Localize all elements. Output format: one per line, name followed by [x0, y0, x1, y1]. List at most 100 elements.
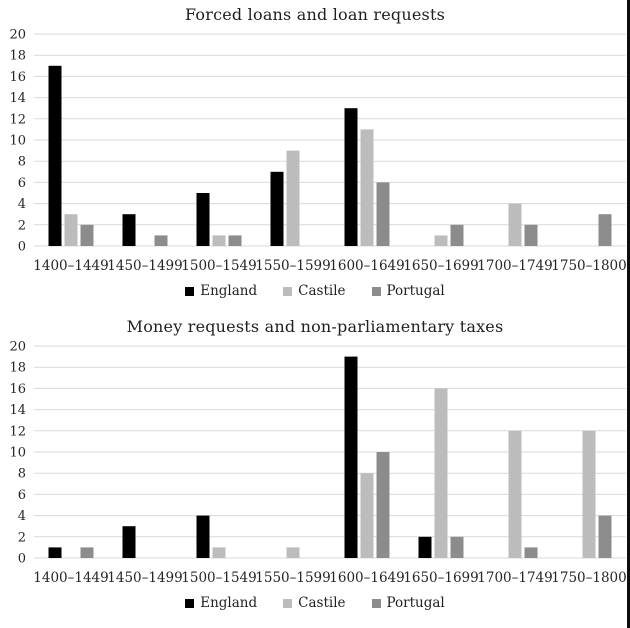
bar-portugal — [376, 452, 390, 558]
bar-england — [122, 526, 136, 558]
bar-england — [196, 515, 210, 558]
y-axis-tick-label: 12 — [9, 424, 26, 439]
bar-castile — [582, 430, 596, 558]
bar-england — [344, 108, 358, 246]
x-axis-category-label: 1450–1499 — [107, 570, 182, 586]
x-axis-category-label: 1550–1599 — [255, 570, 330, 586]
legend-item-castile: Castile — [283, 283, 346, 299]
legend-item-england: England — [185, 595, 257, 611]
bar-castile — [64, 214, 78, 246]
legend-item-england: England — [185, 283, 257, 299]
bar-castile — [286, 150, 300, 246]
x-axis-category-label: 1700–1749 — [477, 258, 552, 274]
x-axis-category-label: 1400–1449 — [33, 258, 108, 274]
bar-portugal — [524, 224, 538, 246]
bar-castile — [360, 473, 374, 558]
bar-england — [418, 536, 432, 558]
x-axis-category-label: 1600–1649 — [329, 570, 404, 586]
y-axis-tick-label: 4 — [18, 197, 26, 212]
y-axis-tick-label: 10 — [9, 134, 26, 149]
bar-england — [270, 171, 284, 246]
y-axis-tick-label: 8 — [18, 467, 26, 482]
legend-swatch-castile — [283, 286, 293, 296]
bar-england — [196, 193, 210, 246]
x-axis-category-label: 1700–1749 — [477, 570, 552, 586]
bar-chart-canvas: 0 2 4 6 8 10 12 14 16 18 20 1400–14491450–14991500–… — [9, 28, 626, 274]
y-axis-tick-label: 8 — [18, 155, 26, 170]
x-axis-category-label: 1400–1449 — [33, 570, 108, 586]
legend-label: Portugal — [386, 283, 445, 299]
bar-chart-canvas: 0 2 4 6 8 10 12 14 16 18 20 1400–14491450–14991500–… — [9, 340, 626, 586]
x-axis-category-label: 1650–1699 — [403, 258, 478, 274]
y-axis-tick-label: 2 — [18, 530, 26, 545]
legend-swatch-england — [185, 286, 195, 296]
chart-legend: England Castile Portugal — [0, 590, 630, 616]
x-axis-category-label: 1600–1649 — [329, 258, 404, 274]
bar-portugal — [598, 214, 612, 246]
legend-swatch-england — [185, 598, 195, 608]
y-axis-tick-label: 18 — [9, 361, 26, 376]
bar-england — [122, 214, 136, 246]
bar-castile — [434, 388, 448, 558]
y-axis-tick-label: 16 — [9, 70, 26, 85]
legend-swatch-castile — [283, 598, 293, 608]
bar-portugal — [524, 547, 538, 558]
bar-portugal — [450, 536, 464, 558]
bar-england — [48, 547, 62, 558]
bar-castile — [360, 129, 374, 246]
bar-castile — [212, 235, 226, 246]
y-axis-tick-label: 0 — [18, 240, 26, 255]
bar-portugal — [376, 182, 390, 246]
y-axis-tick-label: 6 — [18, 488, 26, 503]
legend-item-castile: Castile — [283, 595, 346, 611]
legend-item-portugal: Portugal — [371, 595, 445, 611]
legend-label: England — [200, 283, 258, 299]
chart-legend: England Castile Portugal — [0, 278, 630, 304]
bar-castile — [508, 430, 522, 558]
x-axis-category-label: 1500–1549 — [181, 570, 256, 586]
y-axis-tick-label: 20 — [9, 340, 26, 355]
bar-portugal — [80, 224, 94, 246]
legend-item-portugal: Portugal — [371, 283, 445, 299]
y-axis-tick-label: 6 — [18, 176, 26, 191]
y-axis-tick-label: 4 — [18, 509, 26, 524]
bar-castile — [434, 235, 448, 246]
y-axis-tick-label: 20 — [9, 28, 26, 43]
bar-portugal — [228, 235, 242, 246]
bar-portugal — [80, 547, 94, 558]
x-axis-category-label: 1750–1800 — [551, 258, 626, 274]
x-axis-category-label: 1500–1549 — [181, 258, 256, 274]
bar-castile — [212, 547, 226, 558]
y-axis-tick-label: 2 — [18, 218, 26, 233]
y-axis-tick-label: 12 — [9, 112, 26, 127]
y-axis-tick-label: 0 — [18, 552, 26, 567]
bar-castile — [286, 547, 300, 558]
bar-england — [344, 356, 358, 558]
right-edge-border — [627, 0, 630, 628]
chart-title: Money requests and non-parliamentary tax… — [126, 317, 504, 336]
x-axis-category-label: 1750–1800 — [551, 570, 626, 586]
chart-title: Forced loans and loan requests — [185, 5, 445, 24]
x-axis-category-label: 1650–1699 — [403, 570, 478, 586]
y-axis-tick-label: 16 — [9, 382, 26, 397]
legend-label: England — [200, 595, 258, 611]
y-axis-tick-label: 10 — [9, 446, 26, 461]
legend-swatch-portugal — [371, 286, 381, 296]
y-axis-tick-label: 18 — [9, 49, 26, 64]
x-axis-category-label: 1550–1599 — [255, 258, 330, 274]
legend-label: Portugal — [386, 595, 445, 611]
y-axis-tick-label: 14 — [9, 91, 26, 106]
chart-forced-loans: Forced loans and loan requests 0 2 4 6 8 10 12… — [0, 0, 630, 304]
bar-portugal — [450, 224, 464, 246]
y-axis-tick-label: 14 — [9, 403, 26, 418]
bar-portugal — [154, 235, 168, 246]
legend-swatch-portugal — [371, 598, 381, 608]
legend-label: Castile — [298, 283, 346, 299]
x-axis-category-label: 1450–1499 — [107, 258, 182, 274]
bar-castile — [508, 203, 522, 246]
bar-portugal — [598, 515, 612, 558]
legend-label: Castile — [298, 595, 346, 611]
bar-england — [48, 65, 62, 246]
chart-money-requests: Money requests and non-parliamentary tax… — [0, 312, 630, 616]
